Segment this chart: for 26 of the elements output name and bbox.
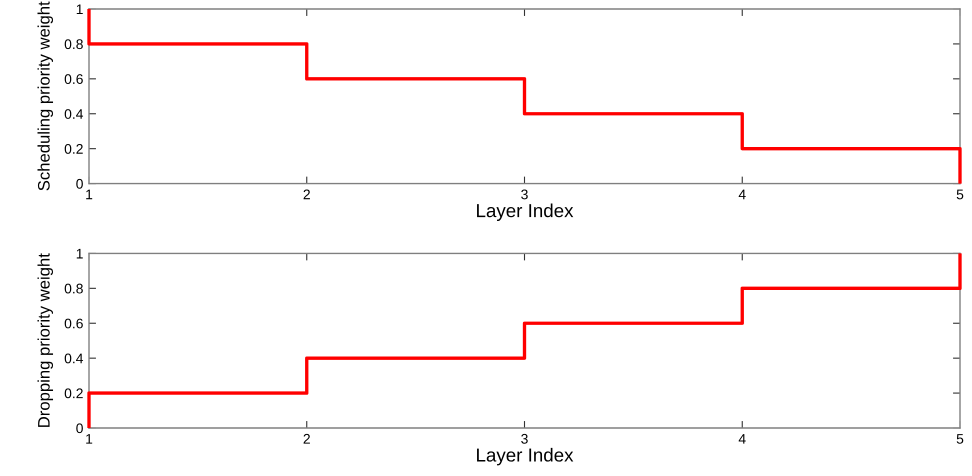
x-axis-title: Layer Index [477, 203, 574, 221]
x-tick-label: 5 [956, 434, 964, 444]
y-axis-title: Scheduling priority weight [37, 1, 54, 190]
x-tick-label: 4 [738, 434, 746, 444]
y-tick-label: 0 [76, 178, 83, 189]
y-tick-label: 0.8 [64, 39, 83, 50]
x-tick-label: 1 [86, 434, 92, 444]
y-tick-label: 1 [76, 248, 83, 258]
x-tick-label: 1 [86, 190, 92, 200]
y-tick-label: 0.8 [64, 284, 83, 294]
y-axis-title: Dropping priority weight [37, 253, 54, 427]
y-tick-label: 0.2 [64, 388, 83, 398]
y-tick-label: 0 [76, 423, 83, 434]
x-tick-label: 3 [521, 190, 528, 200]
x-tick-label: 5 [956, 190, 964, 200]
x-tick-label: 4 [738, 190, 746, 200]
y-tick-label: 1 [76, 4, 83, 14]
y-tick-label: 0.6 [64, 74, 83, 84]
y-tick-label: 0.6 [64, 318, 83, 328]
x-tick-label: 2 [304, 190, 310, 200]
x-tick-label: 2 [304, 434, 310, 444]
y-tick-label: 0.4 [64, 109, 84, 119]
y-tick-label: 0.2 [64, 144, 83, 154]
x-axis-title: Layer Index [477, 448, 574, 466]
x-tick-label: 3 [521, 434, 528, 444]
y-tick-label: 0.4 [64, 354, 84, 364]
